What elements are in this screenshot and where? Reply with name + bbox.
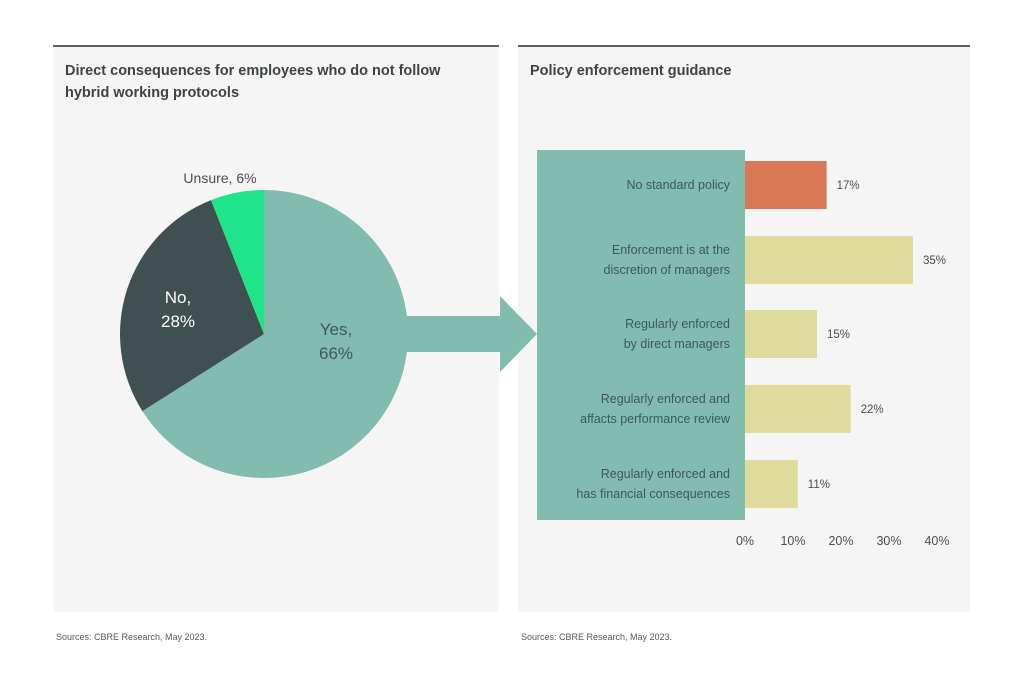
bar-category-label: Regularly enforced and affacts performanc…: [580, 392, 731, 426]
pie-slice-no: [119, 200, 265, 412]
bar-category-label: Enforcement is at the discretion of manag…: [604, 243, 730, 277]
bar: [745, 236, 913, 284]
x-tick-label: 0%: [736, 534, 754, 548]
bar-category-label: Regularly enforced by direct managers: [624, 317, 730, 351]
category-label-block: [537, 150, 745, 520]
bar-chart: 17% No standard policy 35% Enforcement is a…: [537, 150, 950, 548]
bar-value-label: 15%: [827, 329, 850, 341]
bar-value-label: 35%: [923, 255, 946, 267]
x-tick-label: 20%: [828, 534, 853, 548]
bar-category-label: No standard policy: [626, 178, 730, 192]
bar-value-label: 11%: [808, 479, 830, 491]
bar-value-label: 17%: [837, 180, 860, 192]
connector-arrow: [390, 296, 537, 372]
bar-chart-title: Policy enforcement guidance: [530, 63, 732, 79]
left-source-note: Sources: CBRE Research, May 2023.: [56, 632, 208, 642]
pie-label-yes: Yes, 66%: [319, 320, 353, 363]
bar-category-label: Regularly enforced and has financial cons…: [576, 467, 730, 501]
bar: [745, 310, 817, 358]
bar: [745, 460, 798, 508]
x-tick-label: 10%: [780, 534, 805, 548]
pie-slice-yes: [142, 190, 408, 478]
pie-label-no: No, 28%: [161, 288, 195, 331]
pie-chart-title: Direct consequences for employees who do…: [65, 63, 441, 101]
pie-slice-unsure: [210, 190, 264, 334]
bar: [745, 161, 827, 209]
x-tick-label: 40%: [924, 534, 949, 548]
right-source-note: Sources: CBRE Research, May 2023.: [521, 632, 673, 642]
pie-chart: Yes, 66% No, 28% Unsure, 6%: [119, 170, 408, 478]
bar-value-label: 22%: [861, 404, 884, 416]
pie-label-unsure: Unsure, 6%: [183, 170, 256, 186]
bar: [745, 385, 851, 433]
x-tick-label: 30%: [876, 534, 901, 548]
